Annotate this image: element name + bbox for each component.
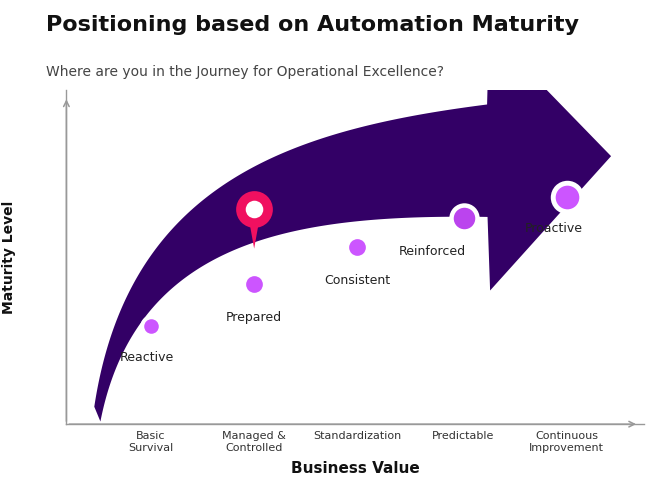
Text: Reinforced: Reinforced: [399, 246, 466, 258]
Point: [249, 205, 260, 213]
Polygon shape: [248, 211, 261, 249]
Text: Consistent: Consistent: [324, 273, 390, 287]
Point: [352, 243, 363, 251]
Point: [249, 205, 260, 213]
Text: Prepared: Prepared: [226, 311, 282, 324]
X-axis label: Business Value: Business Value: [291, 461, 420, 476]
Text: Reactive: Reactive: [120, 351, 174, 364]
Point: [561, 193, 572, 201]
Point: [561, 193, 572, 201]
Point: [145, 321, 156, 329]
Text: Maturity Level: Maturity Level: [1, 201, 16, 313]
Text: Proactive: Proactive: [525, 222, 582, 235]
Text: Where are you in the Journey for Operational Excellence?: Where are you in the Journey for Operati…: [46, 65, 444, 79]
Point: [249, 280, 260, 288]
Point: [145, 321, 156, 329]
Point: [458, 214, 469, 222]
Text: Positioning based on Automation Maturity: Positioning based on Automation Maturity: [46, 15, 580, 35]
Point: [458, 214, 469, 222]
Point: [352, 243, 363, 251]
Point: [249, 280, 260, 288]
Polygon shape: [94, 30, 611, 422]
